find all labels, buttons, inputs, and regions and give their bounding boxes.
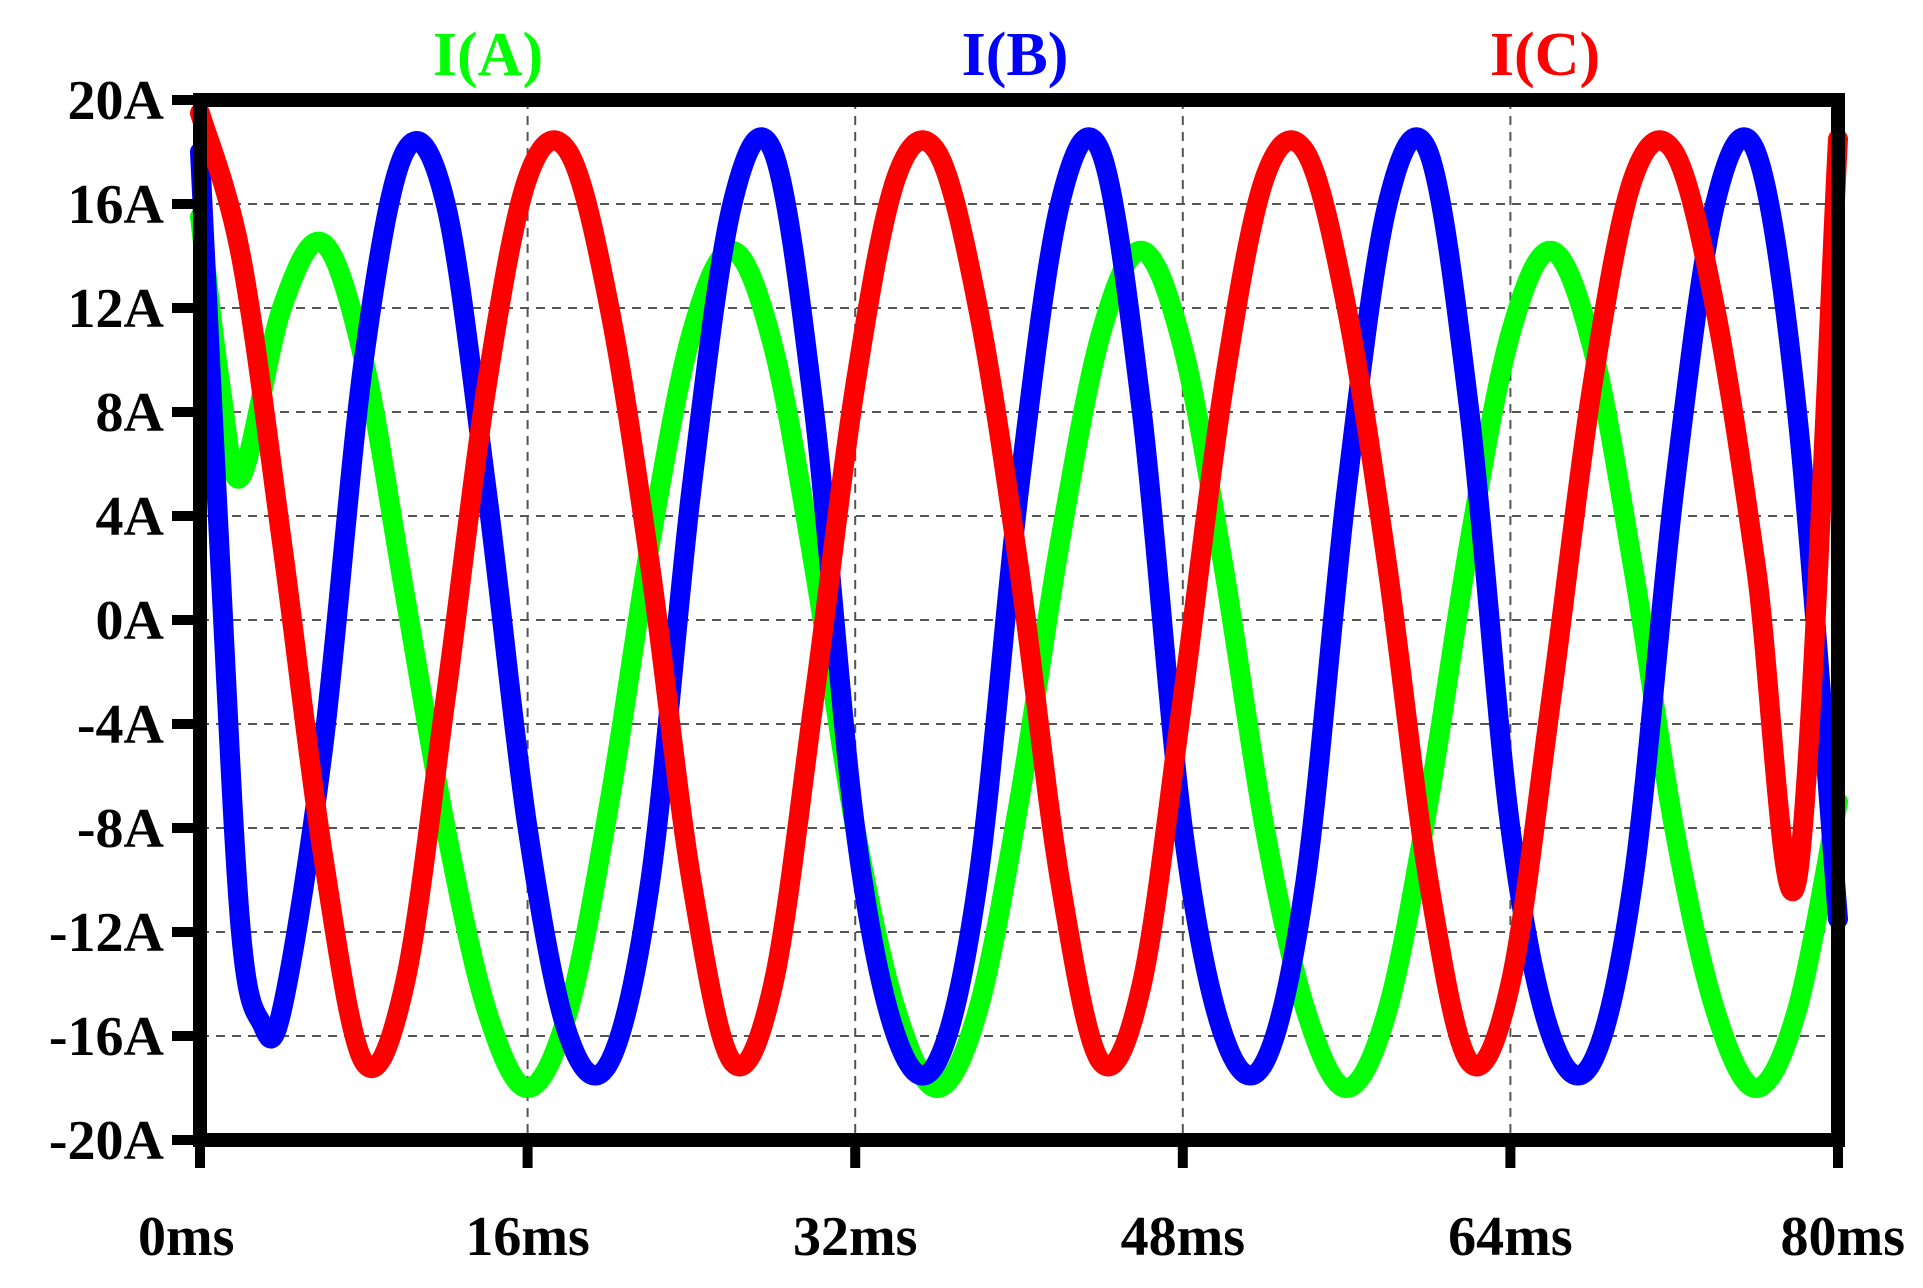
series-line-3 (190, 103, 1848, 1078)
y-tick-label: 0A (96, 590, 165, 652)
legend-entry-1: I(A) (433, 21, 543, 89)
x-tick-label: 48ms (1121, 1206, 1245, 1268)
y-tick-label: 4A (96, 486, 165, 548)
y-tick-label: -16A (49, 1006, 165, 1068)
series-line-2 (190, 127, 1848, 1086)
x-tick-labels: 0ms 16ms 32ms 48ms 64ms 80ms (138, 1206, 1905, 1268)
x-tick-label: 80ms (1781, 1206, 1905, 1268)
y-tick-label: -8A (77, 798, 165, 860)
x-tick-label: 16ms (465, 1206, 589, 1268)
y-tick-label: 12A (68, 278, 165, 340)
series-lines (190, 103, 1848, 1098)
legend-entry-2: I(B) (962, 21, 1069, 89)
y-tick-label: 8A (96, 382, 165, 444)
y-tick-label: 16A (68, 174, 165, 236)
legend: I(A) I(B) I(C) (433, 21, 1600, 89)
y-tick-label: 20A (68, 70, 165, 132)
x-tick-label: 32ms (793, 1206, 917, 1268)
y-tick-labels: 20A 16A 12A 8A 4A 0A -4A -8A -12A -16A -20A (49, 70, 165, 1172)
y-tick-label: -4A (77, 694, 165, 756)
y-tick-label: -12A (49, 902, 165, 964)
legend-entry-3: I(C) (1490, 21, 1600, 89)
x-tick-label: 0ms (138, 1206, 234, 1268)
tick-marks (172, 95, 1843, 1168)
x-tick-label: 64ms (1448, 1206, 1572, 1268)
y-tick-label: -20A (49, 1110, 165, 1172)
